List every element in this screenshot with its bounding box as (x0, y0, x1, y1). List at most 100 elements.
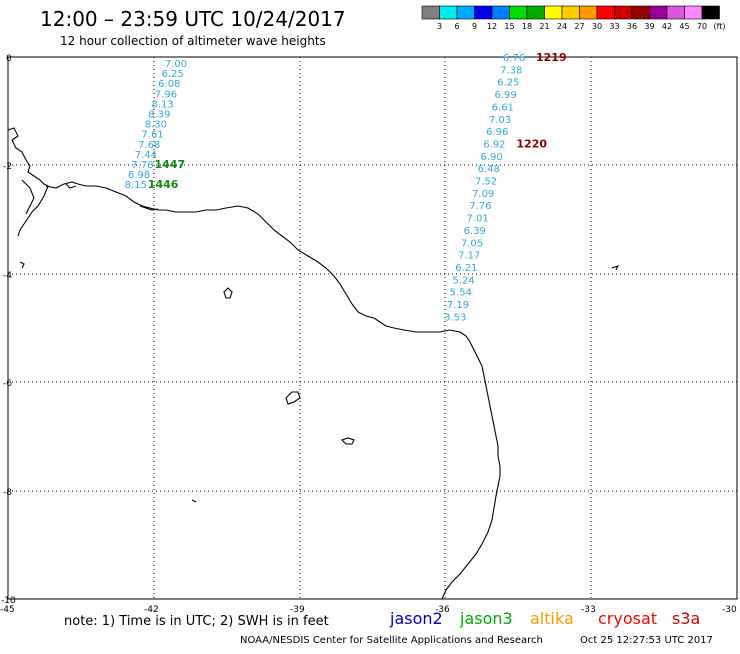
legend-swatch (456, 5, 475, 20)
lat-label: -10 (1, 596, 16, 606)
footer-timestamp: Oct 25 12:27:53 UTC 2017 (580, 635, 713, 646)
legend-label: 39 (644, 22, 654, 31)
footer-note: note: 1) Time is in UTC; 2) SWH is in fe… (64, 614, 329, 629)
satellite-name: altika (530, 609, 574, 628)
wave-height-value: 6.25 (162, 69, 184, 80)
wave-height-value: 7.05 (461, 238, 483, 249)
wave-height-value: 7.52 (475, 177, 497, 188)
legend-label: 15 (504, 22, 514, 31)
legend-label: 36 (627, 22, 637, 31)
lat-label: -6 (3, 379, 12, 389)
legend-swatch (631, 5, 650, 20)
wave-height-value: 6.08 (158, 79, 180, 90)
altimeter-tracks: 7.006.256.087.968.138.398.307.617.687.44… (125, 51, 567, 323)
lat-label: 0 (6, 54, 12, 64)
legend-swatch (561, 5, 580, 20)
wave-height-value: 6.98 (128, 170, 150, 181)
satellite-name: jason2 (389, 609, 443, 628)
wave-height-value: 7.00 (165, 59, 187, 70)
legend-swatch (439, 5, 458, 20)
legend-label: 3 (437, 22, 442, 31)
wave-height-value: 8.15 (125, 180, 147, 191)
wave-height-value: 6.21 (455, 263, 477, 274)
legend-label: 33 (609, 22, 619, 31)
coastline (7, 127, 620, 600)
lat-label: -4 (3, 271, 12, 281)
legend-swatch (421, 5, 440, 20)
wave-height-value: 6.99 (494, 90, 516, 101)
wave-height-value: 7.09 (472, 189, 494, 200)
legend-label: 6 (454, 22, 459, 31)
lat-label: -2 (3, 162, 12, 172)
wave-height-value: 6.61 (492, 102, 514, 113)
legend-label: 45 (679, 22, 689, 31)
wave-height-value: 7.44 (135, 150, 157, 161)
satellite-legend: jason2 jason3 altika cryosat s3a (389, 609, 700, 628)
wave-height-value: 7.38 (500, 65, 522, 76)
legend-swatch (579, 5, 598, 20)
pass-time-label: 1446 (148, 178, 179, 191)
satellite-name: jason3 (459, 609, 513, 628)
legend-label: 42 (662, 22, 672, 31)
legend-label: 9 (472, 22, 477, 31)
wave-height-value: 7.68 (138, 140, 160, 151)
legend-label: 12 (487, 22, 497, 31)
pass-time-label: 1219 (536, 51, 567, 64)
satellite-name: s3a (672, 609, 700, 628)
lon-label: -39 (290, 605, 305, 615)
wave-height-value: 8.13 (151, 99, 173, 110)
lat-label: -8 (3, 488, 12, 498)
legend-label: 30 (592, 22, 602, 31)
wave-height-value: 7.03 (489, 115, 511, 126)
wave-height-value: 5.24 (452, 275, 474, 286)
wave-height-value: 7.76 (469, 201, 491, 212)
legend-swatch (684, 5, 703, 20)
legend-swatch (701, 5, 720, 20)
lon-label: -36 (435, 605, 450, 615)
wave-height-value: 8.39 (148, 110, 170, 121)
map-frame (7, 56, 738, 600)
latitude-labels: 0 -2 -4 -6 -8 -10 (1, 54, 16, 606)
legend-label: 27 (574, 22, 584, 31)
wave-height-value: 6.39 (464, 226, 486, 237)
graticule (8, 56, 737, 599)
wave-height-value: 6.25 (497, 78, 519, 89)
wave-height-value: 7.19 (447, 300, 469, 311)
wave-height-value: 6.96 (486, 127, 508, 138)
satellite-name: cryosat (598, 609, 657, 628)
pass-time-label: 1447 (155, 158, 186, 171)
legend-swatch (649, 5, 668, 20)
wave-height-value: 6.90 (480, 152, 502, 163)
wave-height-value: 7.61 (141, 130, 163, 141)
legend-unit: (ft) (714, 22, 726, 31)
longitude-labels: -45 -42 -39 -36 -33 -30 (0, 605, 737, 615)
color-legend: 3 6 9 12 15 18 21 24 27 30 33 36 39 42 45 70 (ft) (421, 5, 726, 31)
wave-height-value: 5.54 (450, 288, 472, 299)
legend-label: 18 (522, 22, 532, 31)
legend-label: 70 (697, 22, 707, 31)
wave-height-value: 7.78 (131, 160, 153, 171)
footer-credit: NOAA/NESDIS Center for Satellite Applica… (240, 635, 543, 646)
lon-label: -45 (0, 605, 15, 615)
lon-label: -30 (722, 605, 737, 615)
lon-label: -42 (144, 605, 159, 615)
wave-height-value: 8.30 (145, 120, 167, 131)
legend-swatch (526, 5, 545, 20)
map-title: 12:00 – 23:59 UTC 10/24/2017 (40, 7, 346, 31)
legend-label: 24 (557, 22, 567, 31)
wave-height-value: 6.92 (483, 139, 505, 150)
legend-swatch (491, 5, 510, 20)
wave-height-value: 7.17 (458, 251, 480, 262)
pass-time-label: 1220 (516, 137, 547, 150)
wave-height-value: 6.48 (478, 164, 500, 175)
wave-height-value: 6.76 (503, 53, 525, 64)
legend-label: 21 (539, 22, 549, 31)
legend-swatch (666, 5, 685, 20)
legend-swatch (614, 5, 633, 20)
legend-swatch (544, 5, 563, 20)
lon-label: -33 (581, 605, 596, 615)
wave-height-value: 3.53 (444, 312, 466, 323)
wave-height-value: 7.96 (155, 89, 177, 100)
wave-height-value: 7.01 (466, 214, 488, 225)
